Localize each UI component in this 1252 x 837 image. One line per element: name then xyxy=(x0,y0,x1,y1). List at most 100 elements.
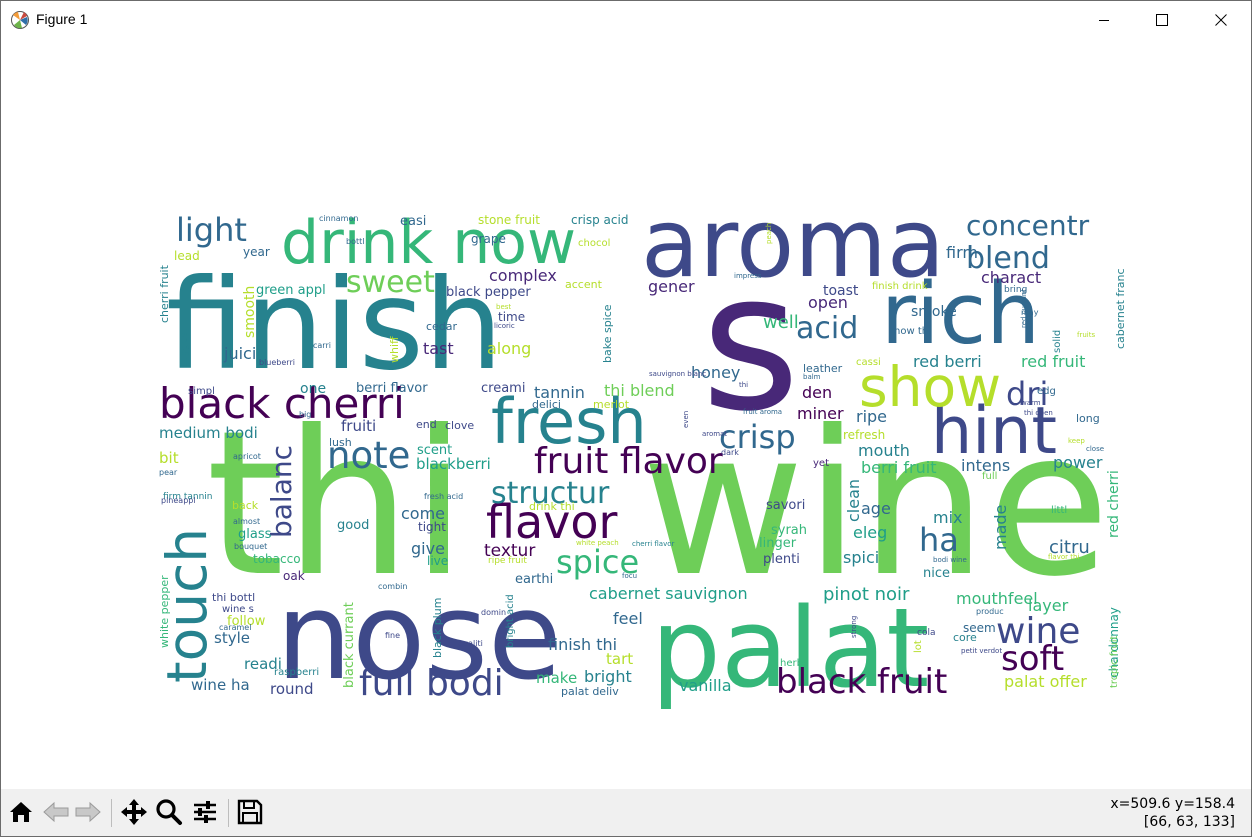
cloud-word: ha xyxy=(919,521,959,559)
cloud-word: caramel xyxy=(219,623,251,632)
cloud-word: big xyxy=(299,410,311,419)
cloud-word: finish xyxy=(166,253,503,398)
cloud-word: toast xyxy=(823,283,859,299)
cloud-word: edg xyxy=(1037,386,1056,397)
cloud-word: whiff xyxy=(388,336,401,363)
cloud-word: balanc xyxy=(265,445,298,538)
cloud-word: den xyxy=(802,383,832,402)
cloud-word: scent xyxy=(417,443,452,458)
cloud-word: dark xyxy=(721,448,739,457)
home-button[interactable] xyxy=(6,797,36,827)
cloud-word: black fruit xyxy=(776,662,947,702)
cloud-word: fruits xyxy=(1077,331,1095,339)
save-button[interactable] xyxy=(235,797,265,827)
cloud-word: grape xyxy=(471,232,506,246)
cloud-word: firm xyxy=(946,243,978,262)
cloud-word: seem xyxy=(963,621,996,635)
cloud-word: come xyxy=(401,504,445,523)
cloud-word: berri flavor xyxy=(356,381,428,396)
cloud-word: gener xyxy=(648,277,695,296)
cloud-word: almost xyxy=(233,517,260,526)
cloud-word: palat offer xyxy=(1004,672,1087,691)
cloud-word: finish drink xyxy=(872,281,928,292)
cursor-coordinates: x=509.6 y=158.4 xyxy=(1110,796,1235,812)
cloud-word: fresh acid xyxy=(424,492,463,501)
cloud-word: yet xyxy=(813,458,829,469)
cloud-word: combin xyxy=(378,582,407,591)
cloud-word: herb xyxy=(780,658,803,669)
title-bar[interactable]: Figure 1 xyxy=(1,1,1251,38)
cloud-word: structur xyxy=(491,476,610,511)
cloud-word: fruiti xyxy=(341,417,376,435)
forward-button[interactable] xyxy=(73,797,103,827)
cloud-word: plenti xyxy=(763,552,800,567)
cloud-word: spici xyxy=(843,548,879,567)
cloud-word: now thi xyxy=(894,326,931,337)
zoom-button[interactable] xyxy=(154,797,184,827)
cloud-word: black plum xyxy=(431,598,444,658)
navigation-toolbar: x=509.6 y=158.4 [66, 63, 133] xyxy=(1,789,1251,836)
cloud-word: finish thi xyxy=(548,635,617,654)
cloud-word: aromat xyxy=(702,430,727,438)
back-arrow-icon xyxy=(43,801,69,823)
cloud-word: dri xyxy=(1006,375,1048,413)
cloud-word: sweet xyxy=(346,265,435,300)
save-icon xyxy=(237,799,263,825)
cloud-word: bright acid xyxy=(505,594,516,648)
back-button[interactable] xyxy=(41,797,71,827)
cloud-word: cedar xyxy=(426,320,458,333)
cloud-word: licoric xyxy=(494,322,515,330)
cloud-word: year xyxy=(243,245,270,259)
cloud-word: focu xyxy=(622,572,637,580)
cloud-word: balm xyxy=(803,373,821,381)
figure-canvas[interactable]: thi wine s finish aroma nose palat drink now ric… xyxy=(1,38,1251,789)
cloud-word: littl xyxy=(1051,505,1067,516)
maximize-button[interactable] xyxy=(1133,1,1191,38)
cloud-word: red cherri xyxy=(1106,470,1122,538)
cloud-word: pineappl xyxy=(161,496,196,505)
cloud-word: bit xyxy=(159,449,179,467)
cloud-word: fine xyxy=(385,631,400,640)
cloud-word: time xyxy=(498,310,525,324)
cloud-word: suggest xyxy=(179,328,190,368)
cloud-word: white peach xyxy=(576,539,619,547)
pan-button[interactable] xyxy=(119,797,149,827)
cloud-word: solid xyxy=(1052,330,1063,353)
cloud-word: berri fruit xyxy=(861,458,936,477)
cloud-word: palat xyxy=(651,584,929,712)
cloud-word: qualiti xyxy=(458,639,483,648)
cloud-word: tannin xyxy=(534,383,585,402)
cloud-word: complex xyxy=(489,266,557,285)
minimize-button[interactable] xyxy=(1075,1,1133,38)
cloud-word: ripe xyxy=(856,407,887,426)
cloud-word: cassi xyxy=(856,357,881,368)
toolbar-separator xyxy=(111,799,112,827)
cloud-word: lush xyxy=(329,436,352,449)
cloud-word: full bodi xyxy=(359,663,504,704)
cloud-word: lot xyxy=(913,640,924,653)
cloud-word: core xyxy=(953,631,977,644)
cloud-word: savori xyxy=(766,498,805,513)
cloud-word: full xyxy=(982,471,997,482)
cloud-word: lead xyxy=(174,249,200,263)
cloud-word: smooth xyxy=(242,286,258,338)
cloud-word: cherri fruit xyxy=(158,264,171,323)
cloud-word: juici xyxy=(223,344,256,363)
cloud-word: intens xyxy=(961,456,1010,475)
cloud-word: blueberri xyxy=(259,358,295,367)
cloud-word: tight xyxy=(418,520,446,534)
subplots-button[interactable] xyxy=(190,797,220,827)
cloud-word: syrah xyxy=(771,523,807,538)
matplotlib-icon xyxy=(11,11,29,29)
cloud-word: medium bodi xyxy=(159,424,258,442)
cloud-word: oak xyxy=(283,569,305,583)
cloud-word: even xyxy=(682,411,690,428)
cloud-word: live xyxy=(427,554,448,568)
cloud-word: lift xyxy=(429,476,444,489)
cloud-word: power xyxy=(1053,453,1103,472)
close-button[interactable] xyxy=(1192,1,1250,38)
cloud-word: fruit flavor xyxy=(534,441,723,482)
cloud-word: creami xyxy=(481,381,525,396)
cloud-word: feel xyxy=(613,609,643,628)
